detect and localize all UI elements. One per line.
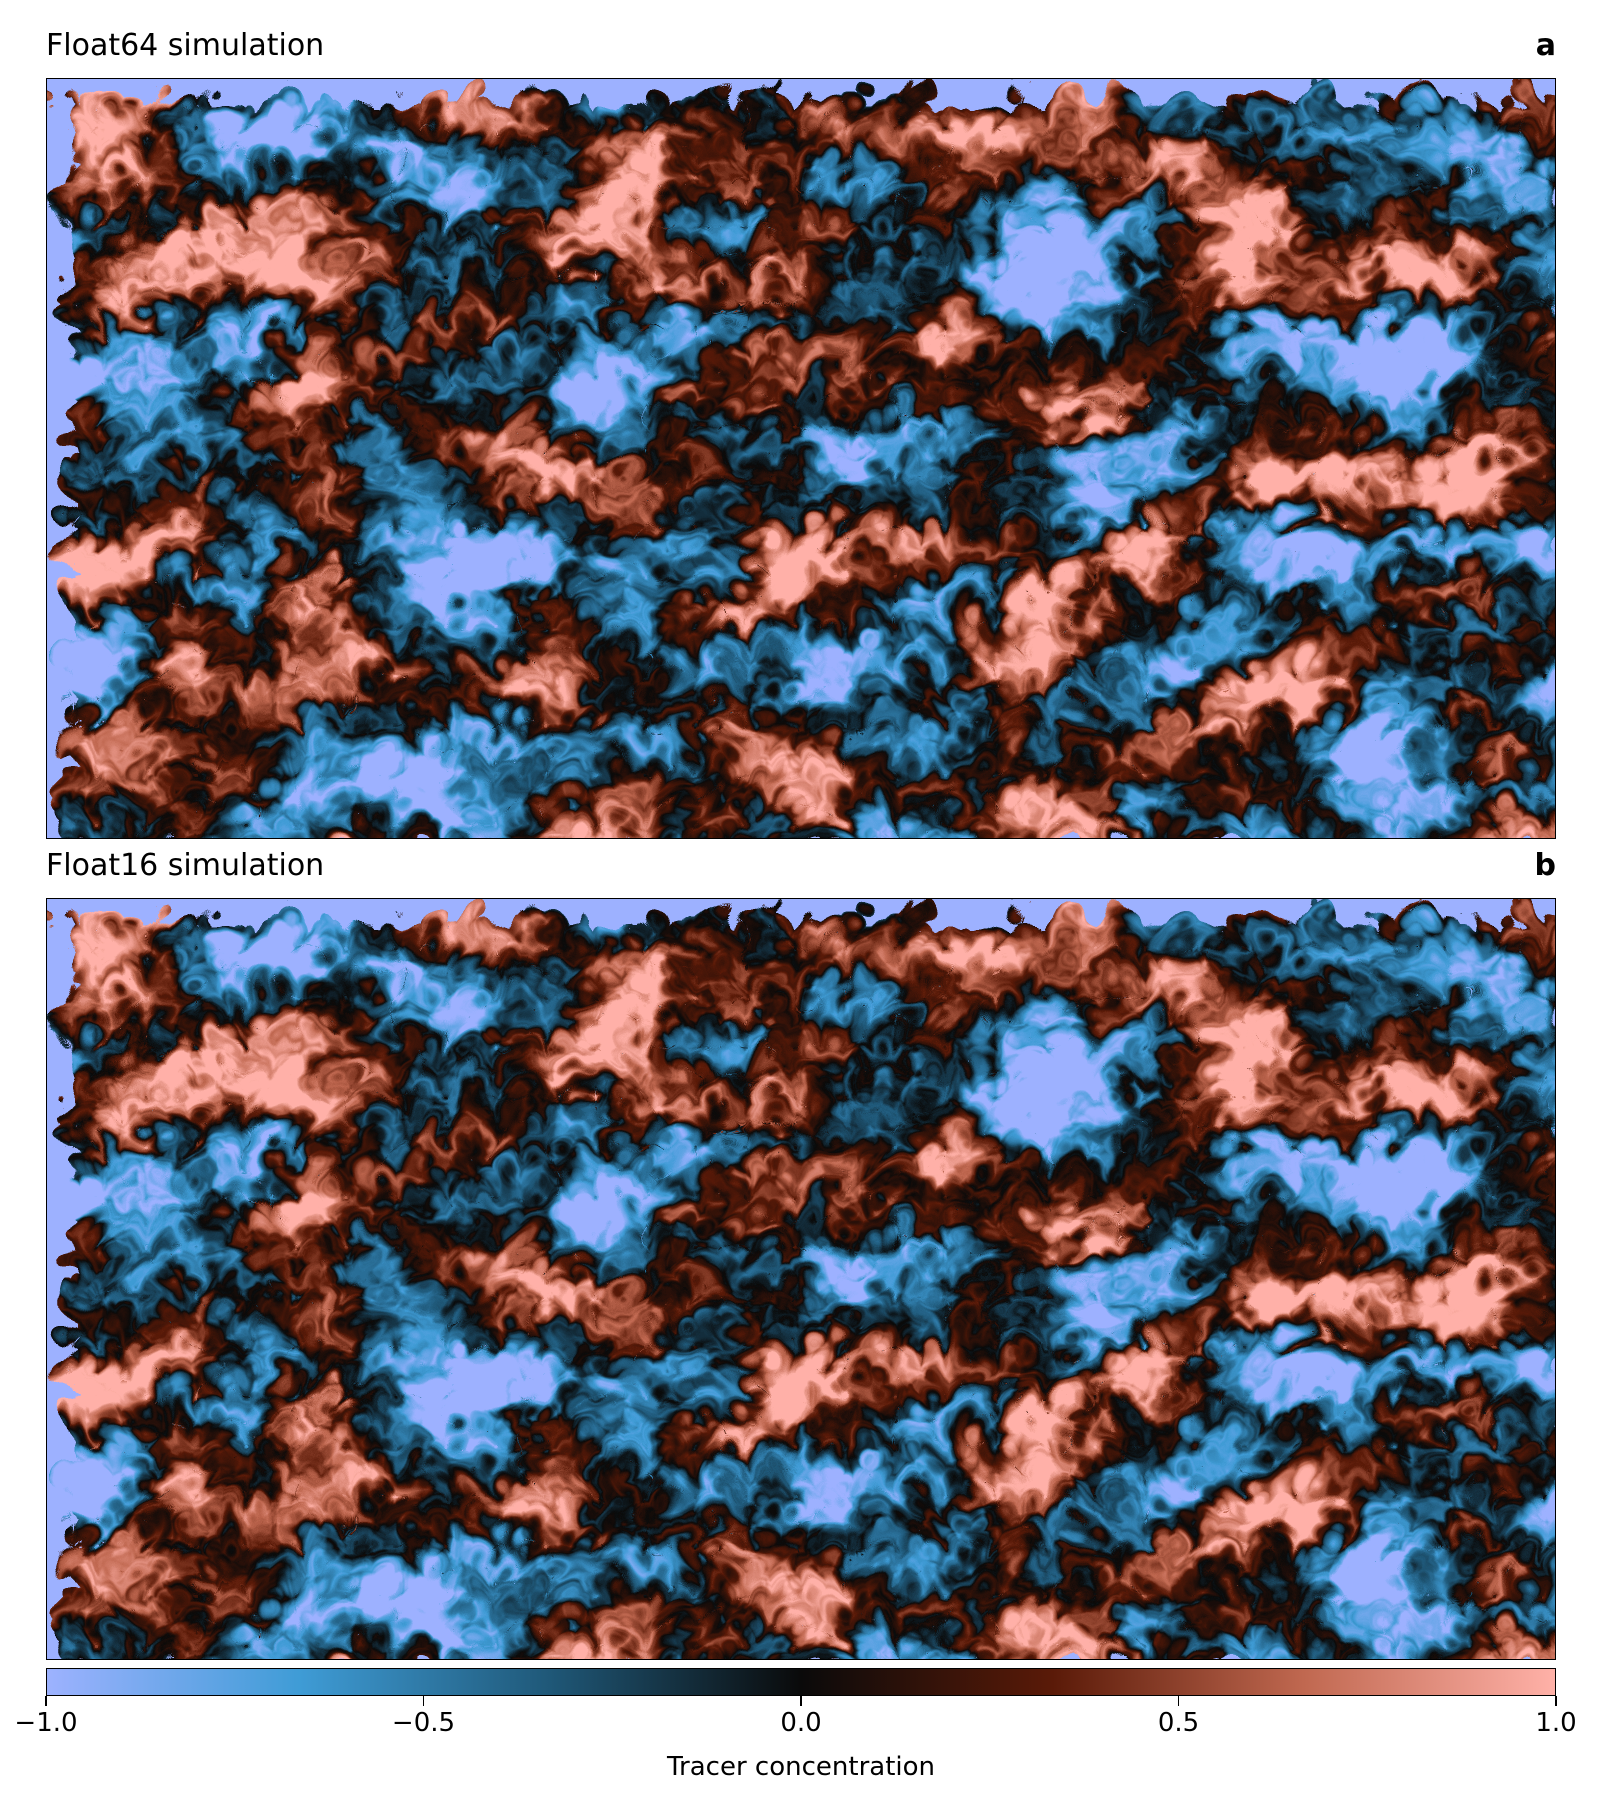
tracer-field-image: [47, 899, 1555, 1659]
colorbar-label: Tracer concentration: [667, 1752, 935, 1782]
colorbar-tick-label: 0.0: [780, 1708, 822, 1738]
colorbar-tick-label: 1.0: [1535, 1708, 1577, 1738]
panel-b-tracer-field: [46, 898, 1556, 1660]
colorbar: [46, 1668, 1556, 1696]
tracer-field-surface: [47, 79, 1555, 838]
colorbar-tick: [422, 1696, 425, 1706]
colorbar-tick-label: −1.0: [14, 1708, 78, 1738]
panel-b-letter: b: [1534, 848, 1556, 883]
tracer-field-surface: [47, 899, 1555, 1659]
panel-a-tracer-field: [46, 78, 1556, 839]
tracer-field-image: [47, 79, 1555, 838]
colorbar-tick: [1177, 1696, 1180, 1706]
colorbar-tick-label: 0.5: [1157, 1708, 1200, 1738]
colorbar-tick: [1555, 1696, 1557, 1706]
panel-b-title: Float16 simulation: [46, 848, 325, 883]
colorbar-tick: [45, 1696, 47, 1706]
colorbar-tick: [800, 1696, 802, 1706]
panel-a-letter: a: [1535, 28, 1556, 63]
panel-a-title: Float64 simulation: [46, 28, 325, 63]
colorbar-tick-label: −0.5: [391, 1708, 456, 1738]
